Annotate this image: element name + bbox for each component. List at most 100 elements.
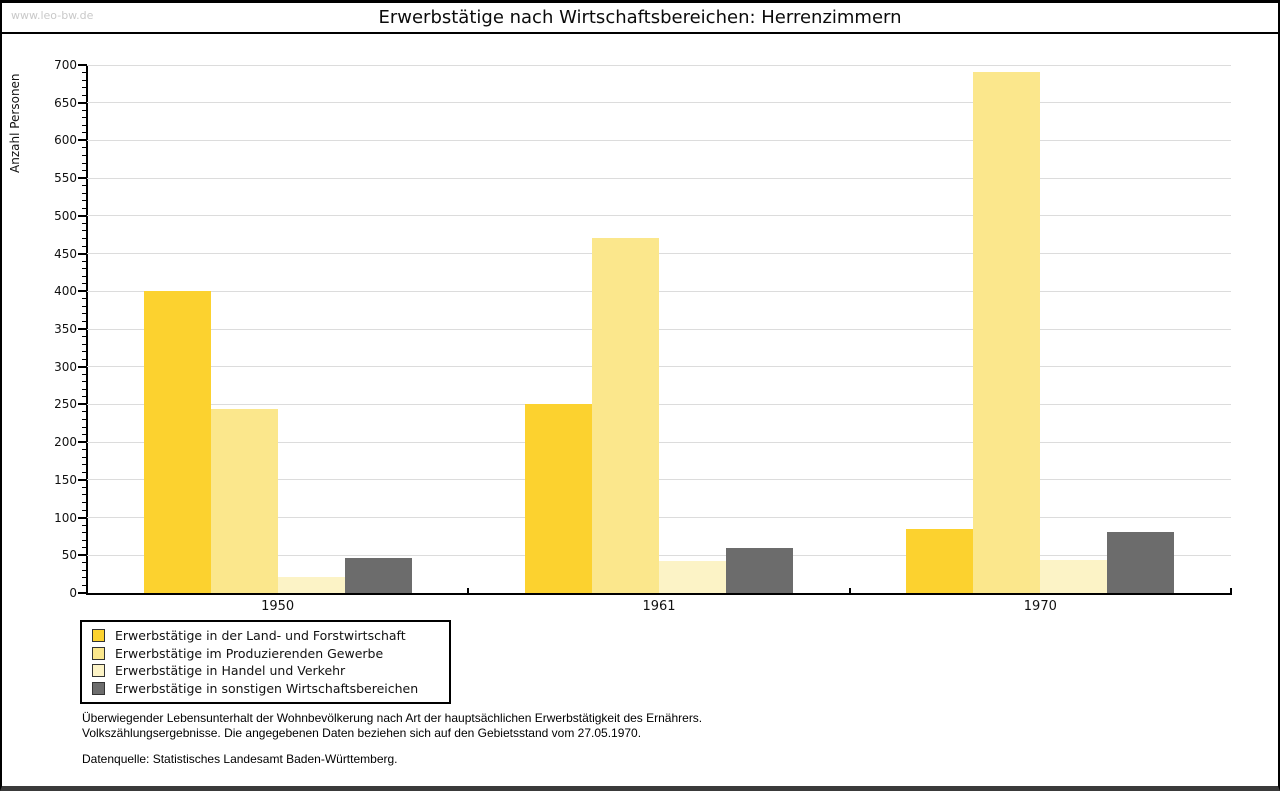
y-minor-tick <box>82 132 87 134</box>
footnote-line-2: Volkszählungsergebnisse. Die angegebenen… <box>82 725 642 740</box>
y-minor-tick <box>82 147 87 149</box>
y-minor-tick <box>82 434 87 436</box>
y-minor-tick <box>82 320 87 322</box>
watermark: www.leo-bw.de <box>11 9 94 22</box>
y-minor-tick <box>82 396 87 398</box>
y-major-tick <box>78 214 87 217</box>
y-minor-tick <box>82 245 87 247</box>
y-axis-label: Anzahl Personen <box>8 73 22 173</box>
y-minor-tick <box>82 72 87 74</box>
y-tick-label: 0 <box>69 586 77 600</box>
y-tick-label: 700 <box>54 58 77 72</box>
y-tick-label: 500 <box>54 208 77 223</box>
y-major-tick <box>78 64 87 66</box>
gridline <box>87 328 1231 330</box>
gridline <box>87 554 1231 556</box>
gridline <box>87 290 1231 292</box>
y-minor-tick <box>82 117 87 119</box>
y-minor-tick <box>82 501 87 503</box>
y-minor-tick <box>82 305 87 307</box>
y-minor-tick <box>82 584 87 586</box>
bar <box>210 408 278 593</box>
y-tick-label: 450 <box>54 246 77 261</box>
y-tick-label: 650 <box>54 95 77 110</box>
bar <box>277 577 345 593</box>
legend-swatch <box>92 681 105 695</box>
y-minor-tick <box>82 283 87 285</box>
title-divider <box>2 32 1278 34</box>
y-minor-tick <box>82 471 87 473</box>
y-minor-tick <box>82 539 87 541</box>
y-minor-tick <box>82 87 87 89</box>
x-boundary-tick <box>467 588 470 593</box>
y-minor-tick <box>82 562 87 564</box>
y-minor-tick <box>82 569 87 571</box>
data-source: Datenquelle: Statistisches Landesamt Bad… <box>82 752 398 766</box>
legend: Erwerbstätige in der Land- und Forstwirt… <box>80 620 451 704</box>
bar <box>525 404 592 593</box>
bar <box>659 561 726 593</box>
y-tick-label: 600 <box>54 133 77 148</box>
y-minor-tick <box>82 155 87 156</box>
y-major-tick <box>78 101 87 104</box>
y-tick-label: 200 <box>54 435 77 450</box>
x-category-label: 1950 <box>261 599 295 614</box>
y-minor-tick <box>82 456 87 458</box>
y-minor-tick <box>82 230 87 232</box>
y-minor-tick <box>82 509 87 511</box>
y-minor-tick <box>82 411 87 413</box>
y-minor-tick <box>82 109 87 111</box>
y-minor-tick <box>82 577 87 579</box>
y-minor-tick <box>82 532 87 534</box>
bar <box>973 71 1041 593</box>
x-axis-line <box>86 593 1232 595</box>
y-major-tick <box>78 139 87 142</box>
bar <box>1107 531 1175 593</box>
y-major-tick <box>78 441 87 444</box>
gridline <box>87 479 1231 481</box>
legend-label: Erwerbstätige in der Land- und Forstwirt… <box>115 628 406 644</box>
y-minor-tick <box>82 268 87 270</box>
y-tick-label: 250 <box>54 397 77 412</box>
legend-label: Erwerbstätige in Handel und Verkehr <box>115 663 346 679</box>
x-boundary-tick <box>1230 588 1232 593</box>
y-minor-tick <box>82 464 87 466</box>
y-minor-tick <box>82 336 87 338</box>
bar <box>906 528 974 593</box>
y-tick-label: 350 <box>54 322 77 336</box>
gridline <box>87 139 1231 141</box>
x-category-label: 1961 <box>642 599 676 614</box>
y-minor-tick <box>82 185 87 187</box>
y-minor-tick <box>82 343 87 345</box>
y-minor-tick <box>82 275 87 277</box>
y-axis-line <box>86 65 88 595</box>
y-minor-tick <box>82 373 87 375</box>
y-minor-tick <box>82 260 87 262</box>
y-minor-tick <box>82 192 87 194</box>
y-minor-tick <box>82 124 87 126</box>
legend-item: Erwerbstätige in Handel und Verkehr <box>92 663 439 678</box>
y-major-tick <box>78 554 87 557</box>
y-minor-tick <box>82 426 87 428</box>
y-minor-tick <box>82 449 87 451</box>
gridline <box>87 253 1231 255</box>
y-minor-tick <box>82 162 87 164</box>
y-tick-label: 400 <box>54 284 77 299</box>
y-minor-tick <box>82 494 87 496</box>
chart-title: Erwerbstätige nach Wirtschaftsbereichen:… <box>378 7 902 28</box>
y-major-tick <box>78 290 87 293</box>
legend-item: Erwerbstätige in der Land- und Forstwirt… <box>92 628 439 643</box>
y-minor-tick <box>82 381 87 383</box>
y-tick-label: 50 <box>61 548 77 563</box>
gridline <box>87 102 1231 104</box>
y-minor-tick <box>82 94 87 96</box>
x-category-label: 1970 <box>1023 599 1057 614</box>
bar <box>1040 559 1108 593</box>
y-minor-tick <box>82 547 87 549</box>
bar <box>143 291 211 593</box>
y-tick-label: 100 <box>54 510 77 525</box>
y-minor-tick <box>82 358 87 360</box>
y-major-tick <box>78 592 87 594</box>
legend-label: Erwerbstätige im Produzierenden Gewerbe <box>115 645 384 661</box>
